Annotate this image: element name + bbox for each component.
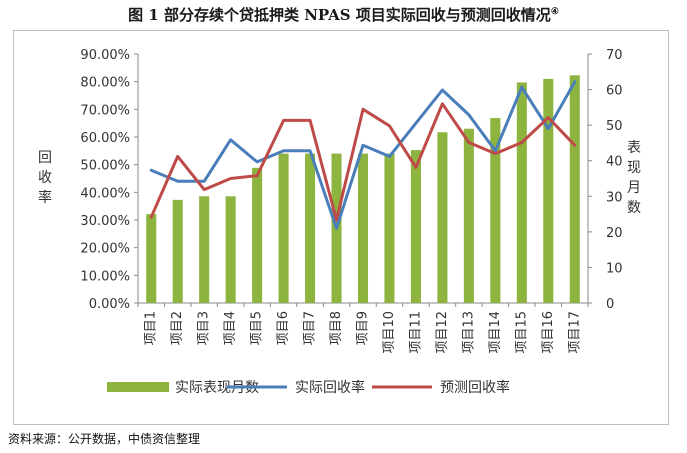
right-tick-label: 40 — [606, 155, 623, 170]
bar-actual-months — [543, 78, 554, 304]
right-tick-label: 30 — [606, 190, 623, 205]
x-category-label: 项目12 — [435, 311, 450, 354]
right-tick-label: 0 — [606, 297, 614, 312]
line-forecast-recovery — [149, 102, 577, 222]
bar-actual-months — [569, 75, 580, 303]
chart-title: 图 1 部分存续个贷抵押类 NPAS 项目实际回收与预测回收情况④ — [128, 6, 559, 24]
x-category-label: 项目9 — [356, 311, 371, 345]
x-category-label: 项目6 — [276, 311, 291, 345]
x-category-label: 项目5 — [250, 311, 265, 345]
left-tick-label: 90.00% — [80, 48, 130, 63]
bar-actual-months — [146, 214, 157, 303]
bar-actual-months — [410, 150, 421, 303]
x-category-label: 项目2 — [170, 311, 185, 345]
left-tick-label: 40.00% — [80, 186, 130, 201]
right-tick-label: 60 — [606, 84, 623, 99]
x-category-label: 项目17 — [567, 311, 582, 354]
bar-actual-months — [463, 128, 474, 303]
left-tick-label: 80.00% — [80, 76, 130, 91]
left-tick-label: 50.00% — [80, 159, 130, 174]
bar-actual-months — [384, 153, 395, 303]
x-category-label: 项目3 — [197, 311, 212, 345]
left-tick-label: 20.00% — [80, 242, 130, 257]
x-category-label: 项目7 — [303, 311, 318, 345]
source-note: 资料来源：公开数据，中债资信整理 — [8, 432, 201, 446]
right-tick-label: 70 — [606, 48, 623, 63]
x-category-label: 项目15 — [514, 311, 529, 354]
bar-actual-months — [516, 82, 527, 303]
x-category-label: 项目14 — [488, 311, 503, 354]
legend-swatch-bar — [107, 382, 169, 392]
left-tick-label: 60.00% — [80, 131, 130, 146]
bar-actual-months — [437, 132, 448, 303]
x-category-label: 项目16 — [541, 311, 556, 354]
bar-actual-months — [199, 196, 210, 303]
bar-actual-months — [305, 153, 316, 303]
legend-label: 实际表现月数 — [175, 380, 259, 396]
right-tick-label: 10 — [606, 261, 623, 276]
bar-actual-months — [172, 199, 183, 303]
x-category-label: 项目10 — [382, 311, 397, 354]
line-actual-recovery — [149, 80, 577, 230]
legend-label: 实际回收率 — [295, 379, 365, 396]
bar-actual-months — [252, 167, 263, 303]
left-axis-title: 回收率 — [38, 150, 52, 206]
right-axis-title: 表现月数 — [627, 140, 641, 216]
x-category-label: 项目1 — [144, 311, 159, 345]
bar-actual-months — [225, 196, 236, 303]
bar-actual-months — [357, 153, 369, 303]
right-tick-label: 20 — [606, 226, 623, 241]
bar-actual-months — [278, 153, 289, 303]
bar-actual-months — [490, 118, 501, 304]
x-category-label: 项目13 — [461, 311, 476, 354]
title-footnote-marker: ④ — [550, 7, 559, 17]
legend-label: 预测回收率 — [440, 379, 510, 396]
x-category-label: 项目4 — [223, 311, 238, 345]
left-tick-label: 30.00% — [80, 214, 130, 229]
left-tick-label: 10.00% — [80, 269, 130, 284]
left-tick-label: 70.00% — [80, 103, 130, 118]
x-category-label: 项目11 — [408, 311, 423, 354]
right-tick-label: 50 — [606, 119, 623, 134]
left-tick-label: 0.00% — [89, 297, 130, 312]
chart-frame — [13, 30, 669, 425]
x-category-label: 项目8 — [329, 311, 344, 345]
